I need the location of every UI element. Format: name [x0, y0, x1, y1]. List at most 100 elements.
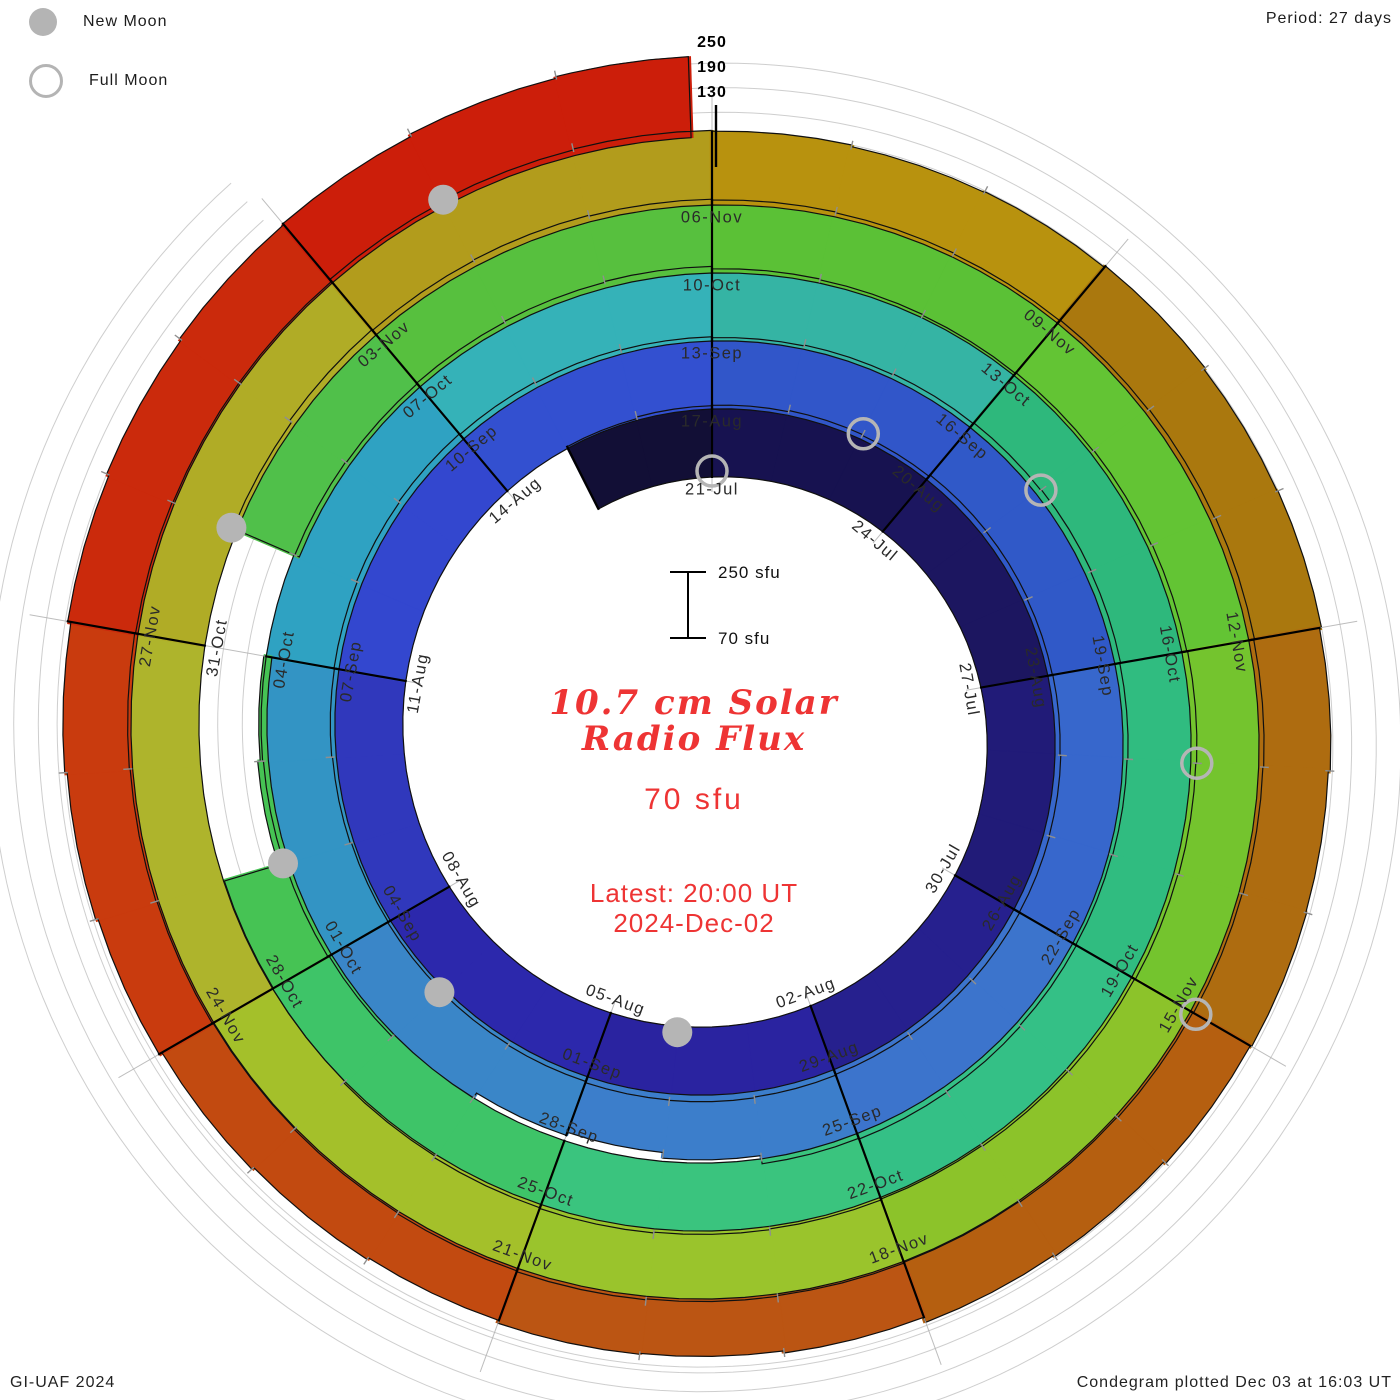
- day-tick: [350, 578, 360, 584]
- segment-tick: [878, 1196, 906, 1265]
- day-tick: [1124, 758, 1134, 761]
- day-tick: [760, 1152, 763, 1162]
- segment-tick: [386, 885, 451, 924]
- day-tick: [393, 1210, 400, 1219]
- segment-tick: [881, 473, 932, 534]
- full-moon-marker: [1179, 997, 1213, 1032]
- segment-tick: [1046, 661, 1121, 677]
- day-tick: [618, 344, 623, 354]
- segment-tick: [924, 421, 976, 481]
- radial-axis-label-250: 250: [697, 34, 727, 51]
- day-tick: [979, 1142, 986, 1151]
- date-label: 10-Oct: [683, 276, 742, 294]
- day-tick: [1016, 1198, 1023, 1208]
- band-outline: [62, 55, 1332, 1358]
- credit-label: GI-UAF 2024: [10, 1374, 116, 1391]
- day-tick: [246, 1166, 255, 1174]
- day-tick: [339, 1078, 348, 1087]
- day-tick: [983, 526, 992, 534]
- day-tick: [387, 1034, 395, 1042]
- day-tick: [1325, 770, 1335, 772]
- period-label: Period: 27 days: [1265, 10, 1392, 27]
- segment-tick: [953, 873, 1022, 915]
- day-tick: [906, 1031, 913, 1041]
- day-tick: [174, 334, 183, 341]
- segment-tick: [515, 1203, 543, 1273]
- day-tick: [254, 760, 264, 763]
- day-tick: [1192, 762, 1202, 765]
- segment-tick: [564, 1075, 589, 1137]
- day-tick: [652, 1229, 655, 1240]
- full-moon-marker: [695, 454, 729, 488]
- day-tick: [1065, 1068, 1074, 1076]
- day-tick: [1146, 405, 1155, 412]
- day-tick: [891, 368, 897, 377]
- day-tick: [100, 470, 110, 476]
- segment-tick: [458, 433, 509, 493]
- segment-tick: [979, 673, 1054, 689]
- day-tick: [123, 768, 133, 770]
- segment-tick: [1012, 907, 1078, 947]
- day-tick: [58, 771, 68, 774]
- new-moon-marker: [268, 848, 298, 879]
- new-moon-marker: [216, 512, 247, 543]
- day-tick: [602, 275, 606, 285]
- full-moon-icon: [29, 64, 63, 98]
- chart-title-line2: Radio Flux: [581, 718, 807, 759]
- day-tick: [571, 143, 575, 153]
- day-tick: [150, 899, 160, 904]
- segment-tick: [1071, 941, 1137, 981]
- segment-tick: [565, 445, 600, 511]
- segment-tick: [265, 655, 341, 671]
- day-tick: [768, 1226, 772, 1236]
- radial-axis-label-190: 190: [697, 59, 727, 76]
- day-tick: [1149, 542, 1159, 547]
- day-tick: [1161, 1158, 1169, 1167]
- full-moon-marker: [1180, 746, 1214, 780]
- day-tick: [1017, 1023, 1026, 1031]
- new-moon-marker: [428, 184, 459, 215]
- legend-full-moon: Full Moon: [29, 64, 168, 98]
- day-tick: [1024, 596, 1033, 601]
- segment-tick: [332, 667, 407, 683]
- flux-bar: [62, 619, 139, 776]
- segment-tick: [328, 277, 378, 337]
- date-label: 17-Aug: [681, 412, 743, 430]
- day-tick: [920, 309, 927, 319]
- latest-flux-value: 70 sfu: [644, 783, 744, 817]
- day-tick: [1114, 1114, 1122, 1122]
- day-tick: [393, 497, 402, 505]
- day-tick: [1046, 834, 1056, 839]
- day-tick: [1057, 754, 1067, 757]
- flux-bar: [651, 1158, 772, 1235]
- segment-tick: [584, 1011, 613, 1083]
- segment-tick: [902, 1260, 926, 1319]
- day-tick: [1051, 1252, 1058, 1261]
- day-tick: [782, 1347, 786, 1357]
- segment-tick: [415, 381, 466, 441]
- segment-tick: [832, 1068, 861, 1140]
- day-tick: [860, 429, 866, 439]
- day-tick: [1239, 892, 1249, 897]
- day-tick: [1087, 568, 1097, 574]
- segment-tick: [1180, 638, 1255, 654]
- day-tick: [834, 206, 838, 216]
- segment-tick: [210, 987, 275, 1025]
- day-tick: [325, 756, 335, 759]
- full-moon-marker: [1024, 473, 1058, 507]
- day-tick: [363, 1256, 370, 1265]
- segment-tick: [271, 953, 333, 990]
- scale-bar-line: [687, 572, 689, 638]
- day-tick: [1274, 487, 1284, 493]
- segment-tick: [497, 1267, 520, 1322]
- new-moon-marker: [424, 977, 455, 1008]
- day-tick: [500, 315, 507, 325]
- date-label: 21-Jul: [685, 480, 739, 498]
- day-tick: [951, 248, 957, 257]
- day-tick: [504, 1041, 511, 1050]
- day-tick: [431, 1153, 438, 1162]
- segment-tick: [66, 620, 140, 636]
- segment-tick: [281, 222, 334, 285]
- chart-title-line1: 10.7 cm Solar: [549, 683, 839, 723]
